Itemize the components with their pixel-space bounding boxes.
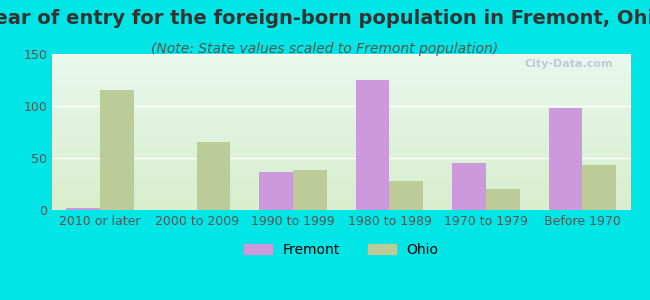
Bar [259, 172, 293, 210]
Text: City-Data.com: City-Data.com [525, 59, 613, 69]
Bar [582, 165, 616, 210]
Bar [389, 181, 423, 210]
Bar [549, 108, 582, 210]
Bar [452, 163, 486, 210]
Bar [293, 170, 327, 210]
Bar [356, 80, 389, 210]
Bar [356, 80, 389, 210]
Bar [389, 181, 423, 210]
Bar [486, 189, 519, 210]
Bar [486, 189, 519, 210]
Text: Year of entry for the foreign-born population in Fremont, Ohio: Year of entry for the foreign-born popul… [0, 9, 650, 28]
Legend: Fremont, Ohio: Fremont, Ohio [239, 237, 444, 262]
Bar [452, 163, 486, 210]
Bar [549, 108, 582, 210]
Bar [259, 172, 293, 210]
Bar [66, 208, 100, 210]
Bar [582, 165, 616, 210]
Bar [66, 208, 100, 210]
Bar [196, 142, 230, 210]
Bar [196, 142, 230, 210]
Text: (Note: State values scaled to Fremont population): (Note: State values scaled to Fremont po… [151, 42, 499, 56]
Bar [100, 90, 134, 210]
Bar [100, 90, 134, 210]
Bar [293, 170, 327, 210]
